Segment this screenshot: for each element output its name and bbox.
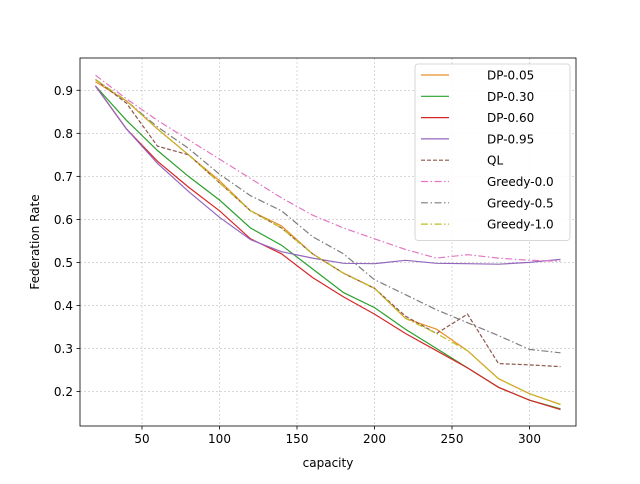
y-tick-label: 0.9	[54, 84, 73, 98]
y-axis-label: Federation Rate	[28, 194, 42, 289]
legend-label: DP-0.30	[487, 90, 534, 104]
x-tick-label: 100	[208, 432, 231, 446]
y-tick-label: 0.8	[54, 127, 73, 141]
y-tick-label: 0.5	[54, 256, 73, 270]
y-tick-label: 0.4	[54, 299, 73, 313]
legend-label: DP-0.60	[487, 111, 534, 125]
legend-box	[414, 63, 571, 241]
legend-label: DP-0.05	[487, 69, 534, 83]
legend: DP-0.05 DP-0.30 DP-0.60 DP-0.95 QL Greedy-0.0…	[414, 63, 571, 241]
legend-label: Greedy-1.0	[487, 218, 554, 232]
y-tick-label: 0.2	[54, 385, 73, 399]
x-tick-label: 250	[441, 432, 464, 446]
series-lines	[95, 74, 561, 411]
x-axis-label: capacity	[303, 456, 354, 470]
legend-label: Greedy-0.5	[487, 196, 554, 210]
x-tick-label: 150	[286, 432, 309, 446]
legend-label: Greedy-0.0	[487, 175, 554, 189]
axis-ticks: 50 100 150 200 250 300 0.2 0.3 0.4 0.5 0.6 0.7 0.8 0.…	[54, 84, 541, 446]
series-line-dp-0-95	[95, 85, 561, 265]
legend-label: DP-0.95	[487, 132, 534, 146]
x-tick-label: 300	[518, 432, 541, 446]
y-tick-label: 0.3	[54, 342, 73, 356]
y-tick-label: 0.7	[54, 170, 73, 184]
y-tick-label: 0.6	[54, 213, 73, 227]
x-tick-label: 50	[134, 432, 149, 446]
series-line-dp-0-60	[95, 85, 561, 411]
series-line-greedy-0-0	[95, 74, 561, 262]
legend-label: QL	[487, 154, 503, 168]
series-line-greedy-0-5	[95, 79, 561, 354]
x-tick-label: 200	[363, 432, 386, 446]
plot-frame	[79, 57, 577, 427]
series-line-greedy-1-0	[95, 79, 561, 406]
